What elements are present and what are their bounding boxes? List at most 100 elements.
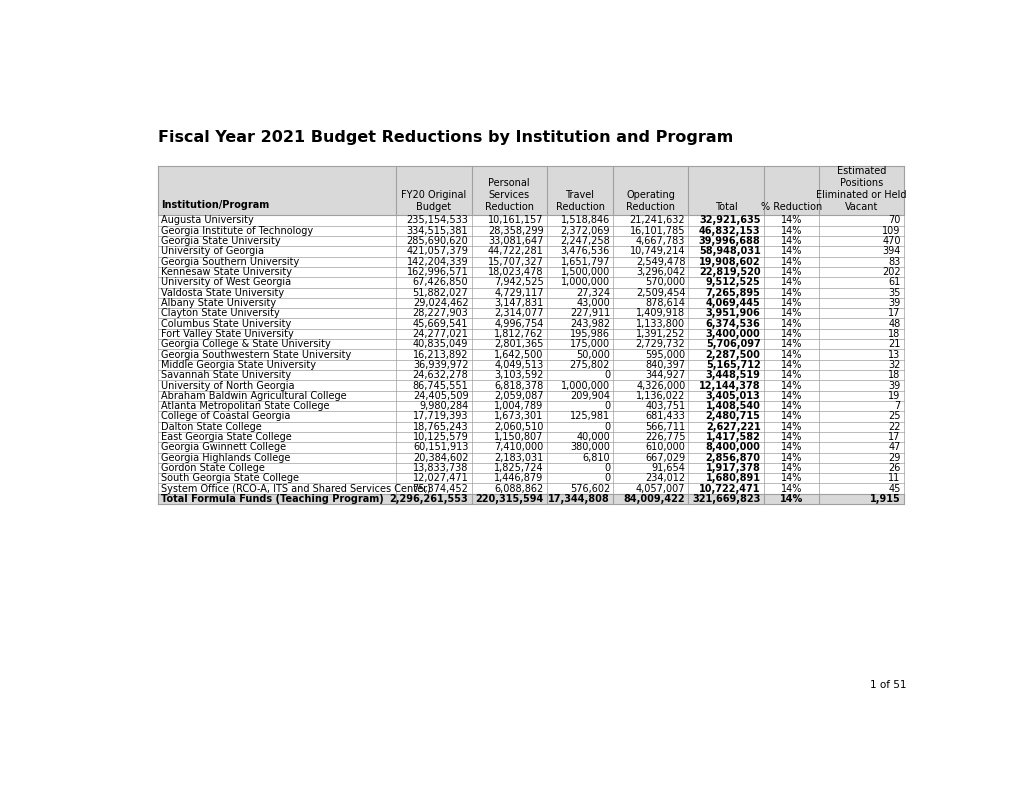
Text: 566,711: 566,711 [645, 422, 685, 432]
Text: 4,729,117: 4,729,117 [493, 288, 543, 298]
Bar [157, 411, 903, 422]
Text: 60,151,913: 60,151,913 [413, 442, 468, 452]
Text: 51,882,027: 51,882,027 [413, 288, 468, 298]
Text: 235,154,533: 235,154,533 [407, 215, 468, 225]
Text: 2,509,454: 2,509,454 [635, 288, 685, 298]
Bar [157, 381, 903, 391]
Text: 14%: 14% [780, 452, 801, 463]
Text: 403,751: 403,751 [645, 401, 685, 411]
Text: 10,161,157: 10,161,157 [488, 215, 543, 225]
Text: 17,344,808: 17,344,808 [548, 494, 609, 504]
Text: 4,326,000: 4,326,000 [636, 381, 685, 391]
Text: 9,980,284: 9,980,284 [419, 401, 468, 411]
Text: 394: 394 [881, 247, 900, 256]
Text: 35: 35 [888, 288, 900, 298]
Text: 18,023,478: 18,023,478 [488, 267, 543, 277]
Text: 5,706,097: 5,706,097 [705, 340, 760, 349]
Text: University of North Georgia: University of North Georgia [161, 381, 293, 391]
Text: 17: 17 [888, 432, 900, 442]
Text: 0: 0 [603, 474, 609, 483]
Text: 29,024,462: 29,024,462 [413, 298, 468, 308]
Text: 226,775: 226,775 [644, 432, 685, 442]
Text: 2,296,261,553: 2,296,261,553 [389, 494, 468, 504]
Text: 19: 19 [888, 391, 900, 401]
Text: Georgia Highlands College: Georgia Highlands College [161, 452, 289, 463]
Text: 14%: 14% [780, 298, 801, 308]
Text: 275,802: 275,802 [570, 360, 609, 370]
Text: 6,374,536: 6,374,536 [705, 318, 760, 329]
Text: Georgia Southern University: Georgia Southern University [161, 257, 299, 266]
Text: 2,856,870: 2,856,870 [705, 452, 760, 463]
Text: 7: 7 [894, 401, 900, 411]
Text: Kennesaw State University: Kennesaw State University [161, 267, 291, 277]
Text: 4,049,513: 4,049,513 [494, 360, 543, 370]
Text: 4,057,007: 4,057,007 [635, 484, 685, 493]
Text: 14%: 14% [780, 463, 801, 473]
Text: 39: 39 [888, 298, 900, 308]
Text: 109: 109 [881, 226, 900, 236]
Text: 1,825,724: 1,825,724 [493, 463, 543, 473]
Text: 1,004,789: 1,004,789 [494, 401, 543, 411]
Text: 2,287,500: 2,287,500 [705, 350, 760, 359]
Text: 50,000: 50,000 [576, 350, 609, 359]
Bar [157, 298, 903, 308]
Text: 14%: 14% [780, 411, 801, 422]
Text: 1,391,252: 1,391,252 [635, 329, 685, 339]
Text: 14%: 14% [780, 401, 801, 411]
Text: 12,144,378: 12,144,378 [698, 381, 760, 391]
Text: 11: 11 [888, 474, 900, 483]
Text: 3,951,906: 3,951,906 [705, 308, 760, 318]
Text: 3,476,536: 3,476,536 [560, 247, 609, 256]
Bar [157, 288, 903, 298]
Text: Personal
Services
Reduction: Personal Services Reduction [484, 177, 533, 212]
Text: 75,374,452: 75,374,452 [412, 484, 468, 493]
Text: 70: 70 [888, 215, 900, 225]
Text: 28,358,299: 28,358,299 [487, 226, 543, 236]
Text: 421,057,379: 421,057,379 [407, 247, 468, 256]
Text: 45,669,541: 45,669,541 [413, 318, 468, 329]
Text: 1,000,000: 1,000,000 [560, 381, 609, 391]
Bar [157, 473, 903, 484]
Text: 576,602: 576,602 [570, 484, 609, 493]
Text: 7,265,895: 7,265,895 [705, 288, 760, 298]
Text: 321,669,823: 321,669,823 [692, 494, 760, 504]
Bar [157, 422, 903, 432]
Text: 14%: 14% [780, 391, 801, 401]
Bar [157, 236, 903, 246]
Text: 19,908,602: 19,908,602 [698, 257, 760, 266]
Text: 3,448,519: 3,448,519 [705, 370, 760, 380]
Text: 14%: 14% [780, 308, 801, 318]
Text: 610,000: 610,000 [645, 442, 685, 452]
Text: 39,996,688: 39,996,688 [698, 236, 760, 246]
Text: 1,417,582: 1,417,582 [705, 432, 760, 442]
Bar [157, 339, 903, 349]
Text: 24,405,509: 24,405,509 [413, 391, 468, 401]
Text: 61: 61 [888, 277, 900, 288]
Text: 1,000,000: 1,000,000 [560, 277, 609, 288]
Text: Estimated
Positions
Eliminated or Held
Vacant: Estimated Positions Eliminated or Held V… [815, 165, 906, 212]
Text: 86,745,551: 86,745,551 [413, 381, 468, 391]
Text: Travel
Reduction: Travel Reduction [555, 190, 604, 212]
Text: 0: 0 [603, 463, 609, 473]
Text: 14%: 14% [780, 442, 801, 452]
Text: 43,000: 43,000 [576, 298, 609, 308]
Text: 14%: 14% [780, 257, 801, 266]
Text: 18: 18 [888, 370, 900, 380]
Text: 13: 13 [888, 350, 900, 359]
Text: 840,397: 840,397 [645, 360, 685, 370]
Text: 58,948,031: 58,948,031 [698, 247, 760, 256]
Text: 10,749,214: 10,749,214 [629, 247, 685, 256]
Bar [157, 308, 903, 318]
Text: 3,296,042: 3,296,042 [635, 267, 685, 277]
Text: 21: 21 [888, 340, 900, 349]
Bar [157, 165, 903, 215]
Text: 227,911: 227,911 [570, 308, 609, 318]
Text: 22: 22 [888, 422, 900, 432]
Text: 10,125,579: 10,125,579 [413, 432, 468, 442]
Text: 36,939,972: 36,939,972 [413, 360, 468, 370]
Text: 0: 0 [603, 422, 609, 432]
Text: 1,446,879: 1,446,879 [494, 474, 543, 483]
Text: 1,136,022: 1,136,022 [635, 391, 685, 401]
Text: 26: 26 [888, 463, 900, 473]
Text: 1,133,800: 1,133,800 [636, 318, 685, 329]
